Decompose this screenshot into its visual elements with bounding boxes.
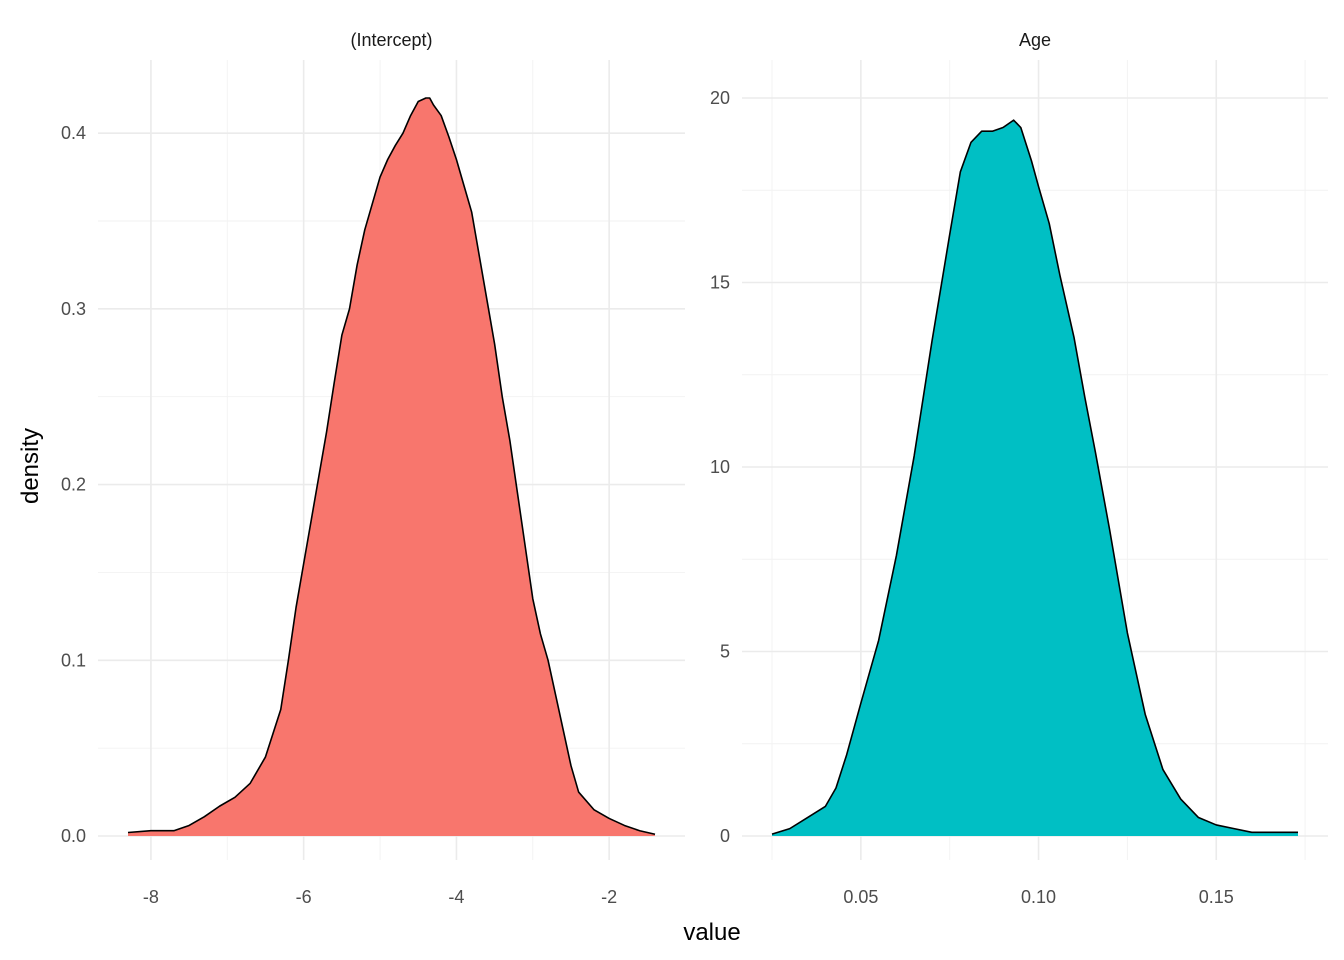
x-tick-label: -2 bbox=[601, 887, 617, 907]
x-axis-title: value bbox=[683, 919, 740, 946]
x-tick-label: -6 bbox=[296, 887, 312, 907]
y-tick-label: 10 bbox=[710, 457, 730, 477]
x-tick-label: 0.10 bbox=[1021, 887, 1056, 907]
y-tick-label: 0 bbox=[720, 826, 730, 846]
density-curve-age bbox=[771, 119, 1298, 835]
y-tick-label: 5 bbox=[720, 642, 730, 662]
x-tick-label: -8 bbox=[143, 887, 159, 907]
y-tick-label: 0.1 bbox=[61, 650, 86, 670]
panel-intercept: (Intercept) -8 -6 -4 -2 0.0 0.1 0.2 0.3 0.4 bbox=[61, 30, 685, 907]
y-tick-label: 0.2 bbox=[61, 475, 86, 495]
facet-label-age: Age bbox=[1019, 30, 1051, 50]
facet-label-intercept: (Intercept) bbox=[350, 30, 432, 50]
x-tick-label: 0.15 bbox=[1199, 887, 1234, 907]
y-tick-label: 20 bbox=[710, 88, 730, 108]
x-tick-label: -4 bbox=[448, 887, 464, 907]
y-tick-label: 0.3 bbox=[61, 299, 86, 319]
density-area-intercept bbox=[128, 98, 655, 836]
y-tick-label: 0.0 bbox=[61, 826, 86, 846]
y-tick-label: 0.4 bbox=[61, 123, 86, 143]
panel-age: Age 0.05 0.10 0.15 0 5 10 15 20 bbox=[710, 30, 1328, 907]
density-curve-intercept bbox=[127, 97, 656, 836]
density-area-age bbox=[772, 120, 1298, 836]
y-tick-label: 15 bbox=[710, 273, 730, 293]
x-tick-label: 0.05 bbox=[843, 887, 878, 907]
y-axis-title: density bbox=[17, 428, 44, 504]
